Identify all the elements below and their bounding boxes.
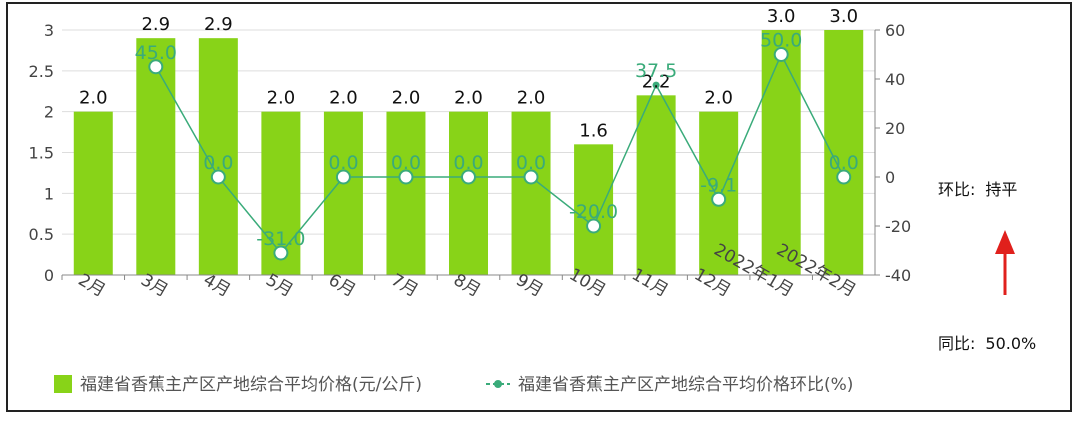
mom-point xyxy=(273,245,289,261)
price-bar xyxy=(73,111,113,276)
price-bar xyxy=(511,111,551,276)
mom-point xyxy=(711,191,727,207)
left-tick-label: 1 xyxy=(44,184,54,203)
bar-value-label: 1.6 xyxy=(579,120,608,141)
line-value-label: -31.0 xyxy=(256,228,305,250)
price-bar xyxy=(761,30,801,275)
bar-value-label: 2.2 xyxy=(642,71,671,92)
bar-value-label: 2.0 xyxy=(79,88,108,109)
price-bar xyxy=(136,38,176,275)
line-value-label: -20.0 xyxy=(569,201,618,223)
mom-point xyxy=(461,169,476,185)
mom-point xyxy=(523,169,539,185)
bar-value-label: 3.0 xyxy=(829,6,858,27)
bar-value-label: 2.0 xyxy=(517,88,546,109)
right-tick-label: -40 xyxy=(885,266,911,285)
right-tick-label: 40 xyxy=(885,70,905,89)
yoy-value: 50.0% xyxy=(985,334,1037,353)
mom-point xyxy=(586,218,602,234)
legend-line-label: 福建省香蕉主产区产地综合平均价格环比(%) xyxy=(518,375,853,395)
bar-value-label: 2.9 xyxy=(141,14,170,35)
left-tick-label: 2 xyxy=(44,103,54,122)
bar-value-label: 2.0 xyxy=(704,88,733,109)
line-value-label: 0.0 xyxy=(829,152,859,174)
left-tick-label: 2.5 xyxy=(29,62,54,81)
mom-value: 持平 xyxy=(985,180,1018,199)
line-value-label: 45.0 xyxy=(135,42,177,64)
bar-value-label: 2.0 xyxy=(454,88,483,109)
line-value-label: 0.0 xyxy=(328,152,358,174)
red-arrow-head xyxy=(995,230,1015,254)
bar-value-label: 2.0 xyxy=(392,88,421,109)
mom-label: 环比: xyxy=(938,180,976,199)
right-tick-label: 60 xyxy=(885,21,905,40)
left-tick-label: 0.5 xyxy=(29,225,54,244)
bar-value-label: 3.0 xyxy=(767,6,796,27)
right-tick-label: 0 xyxy=(885,168,895,187)
price-bar xyxy=(574,144,614,275)
mom-line xyxy=(155,52,845,255)
mom-point xyxy=(836,169,852,185)
left-tick-label: 0 xyxy=(44,266,54,285)
left-tick-label: 1.5 xyxy=(29,144,54,163)
right-tick-label: -20 xyxy=(885,217,911,236)
legend-line-marker xyxy=(494,380,502,388)
legend-bar-label: 福建省香蕉主产区产地综合平均价格(元/公斤) xyxy=(80,375,422,395)
price-bar xyxy=(386,111,426,276)
right-tick-label: 20 xyxy=(885,119,905,138)
line-value-label: 50.0 xyxy=(760,30,802,52)
line-value-label: 37.5 xyxy=(635,60,677,82)
mom-point xyxy=(335,169,351,185)
line-value-label: 0.0 xyxy=(453,152,483,174)
bar-value-label: 2.0 xyxy=(329,88,358,109)
bar-value-label: 2.0 xyxy=(267,88,296,109)
yoy-note: 同比: 50.0% xyxy=(938,330,1036,354)
mom-note: 环比: 持平 xyxy=(938,176,1017,200)
price-bar xyxy=(198,38,238,275)
mom-point xyxy=(210,169,226,185)
line-value-label: 0.0 xyxy=(516,152,546,174)
mom-point xyxy=(773,47,789,62)
mom-point xyxy=(652,81,660,89)
bar-value-label: 2.9 xyxy=(204,14,233,35)
left-tick-label: 3 xyxy=(44,21,54,40)
price-bar xyxy=(636,95,676,275)
line-value-label: 0.0 xyxy=(203,152,233,174)
mom-point xyxy=(398,169,414,185)
line-value-label: -9.1 xyxy=(700,174,737,196)
mom-point xyxy=(148,59,164,75)
legend-bar-swatch xyxy=(54,375,72,393)
price-bar xyxy=(449,111,488,276)
yoy-label: 同比: xyxy=(938,334,976,353)
line-value-label: 0.0 xyxy=(391,152,421,174)
